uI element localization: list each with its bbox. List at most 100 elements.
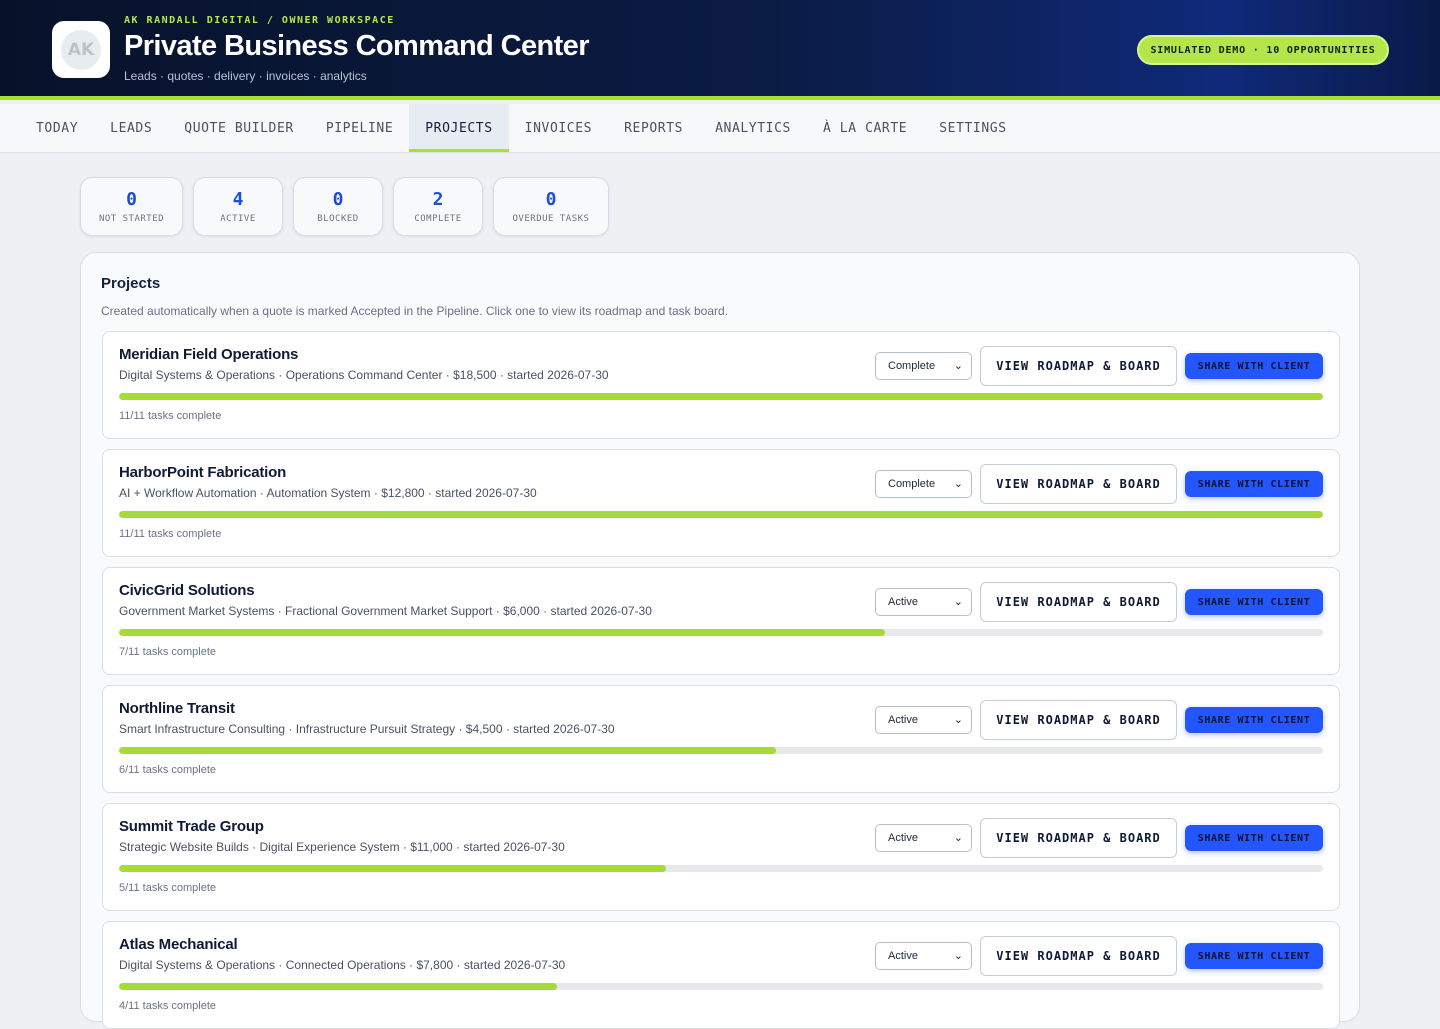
paper-plane-icon: AK (61, 29, 101, 70)
project-name: CivicGrid Solutions (119, 582, 255, 599)
project-meta: Smart Infrastructure Consulting · Infras… (119, 722, 615, 736)
tab-invoices[interactable]: INVOICES (524, 120, 593, 136)
stat-label: COMPLETE (414, 214, 462, 224)
stat-overdue-tasks: 0 OVERDUE TASKS (493, 177, 609, 236)
tab-projects[interactable]: PROJECTS (409, 104, 509, 152)
share-with-client-button[interactable]: SHARE WITH CLIENT (1185, 825, 1323, 851)
tasks-complete-text: 11/11 tasks complete (119, 528, 222, 540)
tab-pipeline[interactable]: PIPELINE (325, 120, 394, 136)
project-card[interactable]: Northline Transit Smart Infrastructure C… (102, 685, 1340, 793)
tab-today[interactable]: TODAY (36, 120, 79, 136)
view-roadmap-button[interactable]: VIEW ROADMAP & BOARD (980, 346, 1177, 386)
progress-bar (119, 629, 1323, 636)
project-card[interactable]: CivicGrid Solutions Government Market Sy… (102, 567, 1340, 675)
status-value: Active (888, 596, 918, 608)
status-select[interactable]: Complete ⌄ (875, 470, 972, 498)
stat-label: NOT STARTED (98, 214, 165, 224)
view-roadmap-button[interactable]: VIEW ROADMAP & BOARD (980, 464, 1177, 504)
chevron-down-icon: ⌄ (953, 360, 963, 372)
progress-bar (119, 511, 1323, 518)
tasks-complete-text: 11/11 tasks complete (119, 410, 222, 422)
stat-value: 0 (545, 189, 557, 210)
stat-label: BLOCKED (317, 214, 359, 224)
status-select[interactable]: Active ⌄ (875, 942, 972, 970)
stat-value: 4 (232, 189, 244, 210)
status-value: Active (888, 832, 918, 844)
tab-settings[interactable]: SETTINGS (939, 120, 1007, 136)
demo-badge: SIMULATED DEMO · 10 OPPORTUNITIES (1137, 35, 1389, 65)
progress-fill (119, 511, 1323, 518)
project-meta: AI + Workflow Automation · Automation Sy… (119, 486, 537, 500)
app-title: Private Business Command Center (124, 30, 589, 62)
view-roadmap-button[interactable]: VIEW ROADMAP & BOARD (980, 700, 1177, 740)
project-card[interactable]: Meridian Field Operations Digital System… (102, 331, 1340, 439)
project-name: Meridian Field Operations (119, 346, 299, 363)
chevron-down-icon: ⌄ (953, 596, 963, 608)
tab-quote-builder[interactable]: QUOTE BUILDER (184, 120, 294, 136)
project-card[interactable]: Summit Trade Group Strategic Website Bui… (102, 803, 1340, 911)
progress-bar (119, 393, 1323, 400)
status-select[interactable]: Active ⌄ (875, 588, 972, 616)
status-select[interactable]: Complete ⌄ (875, 352, 972, 380)
status-value: Complete (888, 478, 936, 490)
stat-value: 2 (432, 189, 444, 210)
stat-value: 0 (126, 189, 137, 210)
brand-logo: AK (52, 21, 110, 78)
progress-bar (119, 983, 1323, 990)
panel-description: Created automatically when a quote is ma… (101, 304, 729, 318)
chevron-down-icon: ⌄ (953, 714, 963, 726)
share-with-client-button[interactable]: SHARE WITH CLIENT (1185, 707, 1323, 733)
stat-active: 4 ACTIVE (193, 177, 283, 236)
progress-bar (119, 747, 1323, 754)
project-meta: Digital Systems & Operations · Operation… (119, 368, 609, 382)
app-subtitle: Leads · quotes · delivery · invoices · a… (124, 69, 367, 83)
project-name: Northline Transit (119, 700, 235, 717)
stat-label: ACTIVE (220, 214, 256, 224)
chevron-down-icon: ⌄ (953, 478, 963, 490)
chevron-down-icon: ⌄ (953, 950, 963, 962)
project-card[interactable]: HarborPoint Fabrication AI + Workflow Au… (102, 449, 1340, 557)
workspace-label: AK RANDALL DIGITAL / OWNER WORKSPACE (124, 15, 395, 26)
progress-fill (119, 393, 1323, 400)
stat-blocked: 0 BLOCKED (293, 177, 383, 236)
share-with-client-button[interactable]: SHARE WITH CLIENT (1185, 471, 1323, 497)
tab-a-la-carte[interactable]: À LA CARTE (822, 120, 908, 136)
project-meta: Strategic Website Builds · Digital Exper… (119, 840, 565, 854)
progress-fill (119, 865, 667, 872)
progress-fill (119, 983, 557, 990)
app-header: AK AK RANDALL DIGITAL / OWNER WORKSPACE … (0, 0, 1440, 100)
status-select[interactable]: Active ⌄ (875, 706, 972, 734)
projects-panel: Projects Created automatically when a qu… (80, 252, 1360, 1029)
tasks-complete-text: 7/11 tasks complete (119, 646, 217, 658)
stat-value: 0 (332, 189, 344, 210)
progress-fill (119, 747, 776, 754)
logo-text: AK (67, 39, 95, 60)
project-meta: Digital Systems & Operations · Connected… (119, 958, 566, 972)
project-name: Summit Trade Group (119, 818, 264, 835)
tasks-complete-text: 6/11 tasks complete (119, 764, 217, 776)
status-select[interactable]: Active ⌄ (875, 824, 972, 852)
project-name: Atlas Mechanical (119, 936, 238, 953)
tab-analytics[interactable]: ANALYTICS (715, 120, 791, 136)
tasks-complete-text: 5/11 tasks complete (119, 882, 217, 894)
tab-leads[interactable]: LEADS (110, 120, 153, 136)
view-roadmap-button[interactable]: VIEW ROADMAP & BOARD (980, 818, 1177, 858)
share-with-client-button[interactable]: SHARE WITH CLIENT (1185, 353, 1323, 379)
view-roadmap-button[interactable]: VIEW ROADMAP & BOARD (980, 936, 1177, 976)
status-value: Active (888, 714, 918, 726)
project-meta: Government Market Systems · Fractional G… (119, 604, 652, 618)
tab-reports[interactable]: REPORTS (624, 120, 684, 136)
progress-bar (119, 865, 1323, 872)
chevron-down-icon: ⌄ (953, 832, 963, 844)
view-roadmap-button[interactable]: VIEW ROADMAP & BOARD (980, 582, 1177, 622)
status-value: Active (888, 950, 918, 962)
project-card[interactable]: Atlas Mechanical Digital Systems & Opera… (102, 921, 1340, 1029)
project-name: HarborPoint Fabrication (119, 464, 287, 481)
share-with-client-button[interactable]: SHARE WITH CLIENT (1185, 589, 1323, 615)
share-with-client-button[interactable]: SHARE WITH CLIENT (1185, 943, 1323, 969)
stat-complete: 2 COMPLETE (393, 177, 483, 236)
panel-title: Projects (101, 275, 161, 292)
stat-label: OVERDUE TASKS (512, 214, 590, 224)
main-nav: TODAY LEADS QUOTE BUILDER PIPELINE PROJE… (0, 104, 1440, 153)
progress-fill (119, 629, 886, 636)
